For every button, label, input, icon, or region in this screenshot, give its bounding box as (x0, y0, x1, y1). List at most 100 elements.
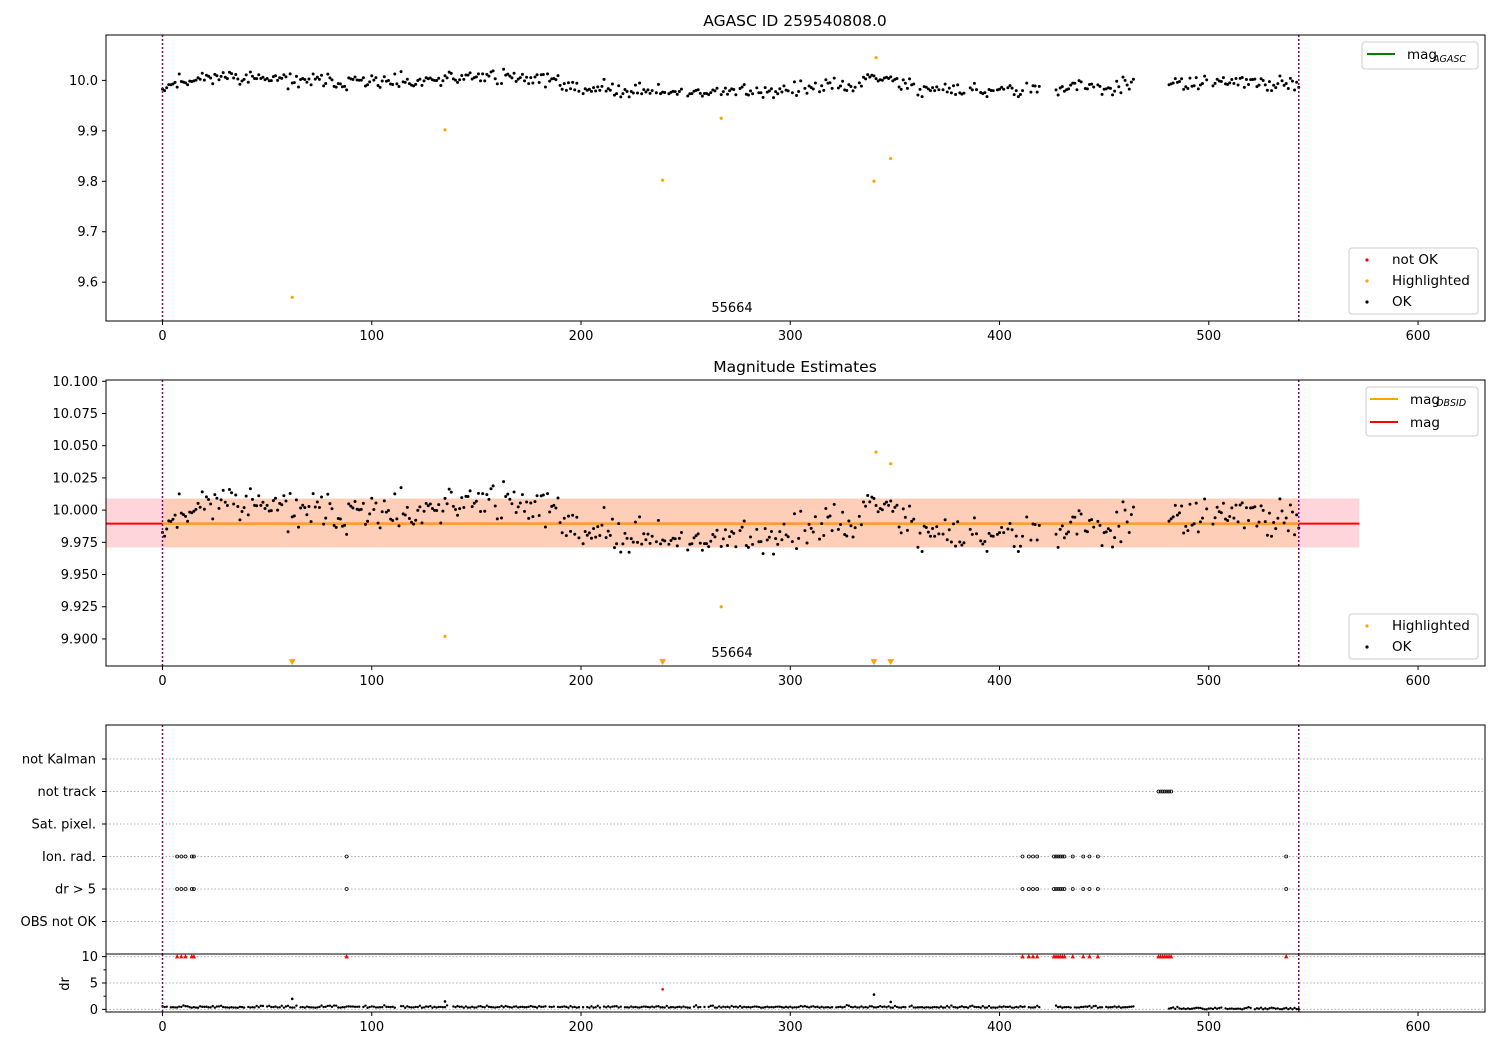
ok-point (623, 531, 627, 535)
ok-point (749, 535, 753, 539)
ok-point (250, 74, 254, 78)
dr-point (797, 1005, 800, 1009)
dr-point (1038, 1005, 1041, 1009)
dr-point (504, 1004, 507, 1008)
ok-point (464, 73, 468, 77)
dr-point (514, 1005, 518, 1008)
ok-point (186, 83, 190, 87)
dr-xtick-label: 200 (569, 1020, 594, 1035)
ok-point (581, 92, 585, 96)
ok-point (669, 538, 673, 542)
ok-point (598, 534, 602, 538)
ok-point (631, 540, 635, 544)
ok-point (1278, 497, 1282, 501)
dr-point (393, 1006, 396, 1009)
ok-point (244, 494, 248, 498)
dr-point (184, 1004, 187, 1008)
dr-point (805, 1005, 809, 1009)
magnitude-xtick-label: 300 (778, 674, 803, 689)
dr-point (826, 1005, 830, 1009)
ok-point (1010, 86, 1014, 90)
ok-point (456, 80, 460, 84)
dr-point (1220, 1006, 1223, 1009)
ok-point (864, 77, 868, 81)
ok-point (646, 88, 650, 92)
dr-point (667, 1006, 671, 1009)
dr-point (301, 1005, 304, 1009)
dr-point (866, 1006, 869, 1009)
ok-point (1213, 81, 1217, 85)
ok-point (822, 88, 826, 92)
ok-point (163, 89, 167, 93)
ok-point (200, 71, 204, 75)
flag-marker (1035, 887, 1040, 891)
ok-point (533, 500, 537, 504)
ok-point (499, 516, 503, 520)
ok-point (399, 486, 403, 490)
dr-point (648, 1006, 652, 1009)
ok-point (600, 84, 604, 88)
dr-capped-marker (1284, 954, 1289, 959)
ok-point (449, 71, 453, 75)
ok-point (368, 80, 372, 84)
dr-point (1266, 1007, 1269, 1011)
dr-point (803, 1005, 807, 1008)
ok-point (445, 502, 449, 506)
dr-point (1073, 1006, 1077, 1009)
ok-point (177, 492, 181, 496)
dr-point (1023, 1005, 1026, 1008)
ok-point (1108, 86, 1112, 90)
ok-point (916, 545, 920, 549)
ok-point (414, 518, 418, 522)
ok-point (292, 514, 296, 518)
ok-point (1173, 503, 1177, 507)
dr-point (567, 1006, 570, 1009)
ok-point (746, 545, 750, 549)
dr-point (242, 1006, 246, 1009)
ok-point (715, 86, 719, 90)
ok-point (499, 81, 503, 85)
dr-point (632, 1006, 635, 1009)
ok-point (792, 512, 796, 516)
ok-point (1286, 529, 1290, 533)
ok-point (1188, 502, 1192, 506)
ok-point (1104, 530, 1108, 534)
ok-point (363, 522, 367, 526)
ok-point (1295, 80, 1299, 84)
agasc-ytick-label: 10.0 (69, 74, 98, 89)
ok-point (1129, 80, 1133, 84)
dr-point (500, 1004, 503, 1008)
ok-point (650, 89, 654, 93)
dr-point (692, 1005, 696, 1008)
ok-point (725, 543, 729, 547)
ok-point (315, 75, 319, 79)
ok-point (1006, 86, 1010, 90)
dr-point (1054, 1004, 1058, 1007)
magnitude-ytick-label: 9.975 (61, 536, 98, 551)
dr-point (473, 1006, 476, 1009)
ok-point (933, 89, 937, 93)
legend-marker-highlighted-2 (1365, 624, 1369, 628)
ok-point (483, 79, 487, 83)
ok-point (1121, 75, 1125, 79)
agasc-ytick-label: 9.7 (77, 225, 98, 240)
ok-point (527, 516, 531, 520)
ok-point (1286, 86, 1290, 90)
ok-point (535, 73, 539, 77)
ok-point (709, 91, 713, 95)
dr-point (249, 1006, 252, 1009)
dr-point (1291, 1008, 1294, 1011)
dr-point (950, 1004, 953, 1007)
ok-point (566, 81, 570, 85)
ok-point (518, 76, 522, 80)
ok-point (529, 501, 533, 505)
dr-point (824, 1006, 828, 1009)
ok-point (525, 500, 529, 504)
ok-point (1282, 521, 1286, 525)
dr-point (1006, 1005, 1010, 1009)
ok-point (1002, 87, 1006, 91)
dr-point (424, 1005, 428, 1008)
ok-point (1244, 77, 1248, 81)
ok-point (654, 540, 658, 544)
